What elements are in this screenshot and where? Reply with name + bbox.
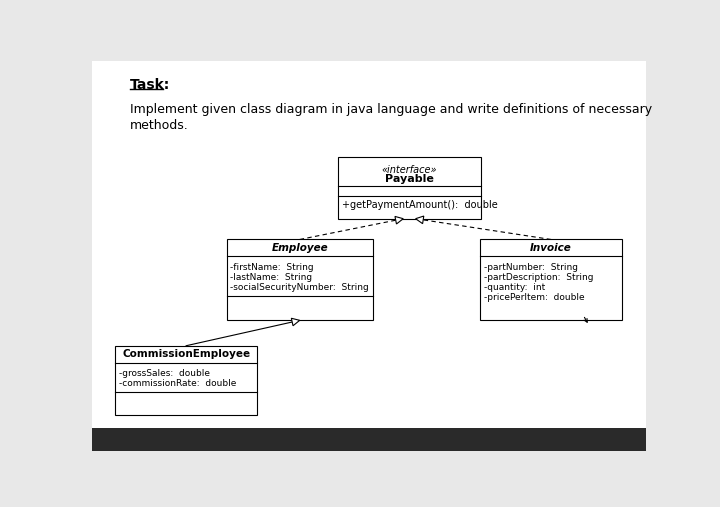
Bar bbox=[480, 239, 622, 320]
Text: -commissionRate:  double: -commissionRate: double bbox=[119, 379, 236, 388]
Polygon shape bbox=[292, 318, 300, 326]
Text: «interface»: «interface» bbox=[382, 165, 437, 175]
Text: methods.: methods. bbox=[130, 119, 189, 132]
Text: CommissionEmployee: CommissionEmployee bbox=[122, 349, 250, 359]
Bar bbox=[115, 346, 257, 415]
Text: Task:: Task: bbox=[130, 78, 171, 92]
Text: Invoice: Invoice bbox=[530, 243, 572, 253]
Bar bbox=[227, 239, 373, 320]
Text: Payable: Payable bbox=[385, 174, 434, 184]
Bar bbox=[338, 157, 481, 219]
Text: -partNumber:  String: -partNumber: String bbox=[484, 263, 577, 272]
Text: -socialSecurityNumber:  String: -socialSecurityNumber: String bbox=[230, 282, 369, 292]
Bar bbox=[92, 428, 647, 451]
Text: -partDescription:  String: -partDescription: String bbox=[484, 273, 593, 281]
Text: -lastName:  String: -lastName: String bbox=[230, 273, 312, 281]
Text: Employee: Employee bbox=[271, 243, 328, 253]
Polygon shape bbox=[415, 216, 424, 224]
Text: -pricePerItem:  double: -pricePerItem: double bbox=[484, 293, 585, 302]
Text: +getPaymentAmount():  double: +getPaymentAmount(): double bbox=[342, 200, 498, 210]
Text: -firstName:  String: -firstName: String bbox=[230, 263, 314, 272]
Text: -quantity:  int: -quantity: int bbox=[484, 282, 545, 292]
Polygon shape bbox=[395, 216, 403, 224]
Text: Implement given class diagram in java language and write definitions of necessar: Implement given class diagram in java la… bbox=[130, 103, 652, 116]
Text: -grossSales:  double: -grossSales: double bbox=[119, 369, 210, 378]
